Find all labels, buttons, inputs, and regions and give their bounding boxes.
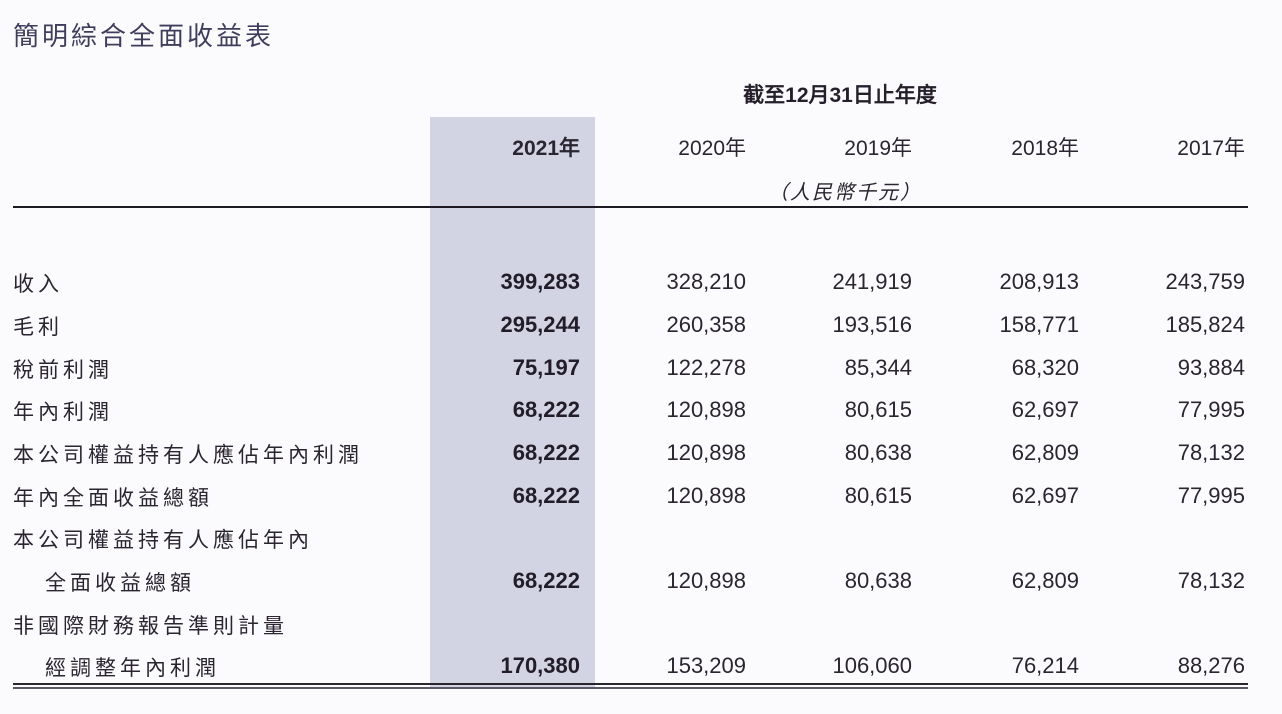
cell-2019: 193,516 <box>832 312 912 337</box>
cell-2020: 260,358 <box>666 312 746 337</box>
cell-2021: 68,222 <box>512 483 580 508</box>
year-header-2018: 2018年 <box>1011 137 1079 160</box>
row-label: 年內利潤 <box>13 400 113 424</box>
cell-2020: 120,898 <box>666 483 746 508</box>
cell-2018: 76,214 <box>1011 653 1079 678</box>
cell-2021: 399,283 <box>500 269 580 294</box>
cell-2017: 77,995 <box>1177 397 1245 422</box>
cell-2018: 62,697 <box>1011 483 1079 508</box>
row-label-continued: 經調整年內利潤 <box>45 656 220 680</box>
cell-2020: 328,210 <box>666 269 746 294</box>
year-header-2019: 2019年 <box>844 137 912 160</box>
cell-2017: 77,995 <box>1177 483 1245 508</box>
header-rule <box>13 206 1248 208</box>
cell-2019: 80,638 <box>844 568 912 593</box>
cell-2017: 93,884 <box>1177 355 1245 380</box>
footer-double-rule <box>13 683 1248 689</box>
page-title: 簡明綜合全面收益表 <box>13 22 275 52</box>
cell-2018: 208,913 <box>999 269 1079 294</box>
cell-2019: 241,919 <box>832 269 912 294</box>
row-label: 本公司權益持有人應佔年內 <box>13 528 313 552</box>
cell-2018: 68,320 <box>1011 355 1079 380</box>
cell-2020: 122,278 <box>666 355 746 380</box>
row-label-continued: 全面收益總額 <box>45 571 195 595</box>
row-label: 毛利 <box>13 315 63 339</box>
cell-2020: 153,209 <box>666 653 746 678</box>
cell-2018: 62,809 <box>1011 440 1079 465</box>
cell-2021: 68,222 <box>512 568 580 593</box>
cell-2019: 85,344 <box>844 355 912 380</box>
year-header-2017: 2017年 <box>1177 137 1245 160</box>
cell-2019: 80,615 <box>844 483 912 508</box>
cell-2019: 80,615 <box>844 397 912 422</box>
row-label: 本公司權益持有人應佔年內利潤 <box>13 443 363 467</box>
highlight-column-2021 <box>430 117 595 687</box>
cell-2017: 78,132 <box>1177 568 1245 593</box>
year-header-2020: 2020年 <box>678 137 746 160</box>
row-label: 稅前利潤 <box>13 358 113 382</box>
cell-2019: 80,638 <box>844 440 912 465</box>
cell-2020: 120,898 <box>666 568 746 593</box>
cell-2021: 295,244 <box>500 312 580 337</box>
cell-2021: 75,197 <box>512 355 580 380</box>
cell-2021: 68,222 <box>512 397 580 422</box>
cell-2018: 62,697 <box>1011 397 1079 422</box>
cell-2019: 106,060 <box>832 653 912 678</box>
cell-2017: 78,132 <box>1177 440 1245 465</box>
period-header: 截至12月31日止年度 <box>743 84 937 107</box>
cell-2021: 68,222 <box>512 440 580 465</box>
unit-label: （人民幣千元） <box>768 180 922 204</box>
cell-2020: 120,898 <box>666 397 746 422</box>
row-label: 非國際財務報告準則計量 <box>13 614 288 638</box>
cell-2020: 120,898 <box>666 440 746 465</box>
cell-2017: 243,759 <box>1165 269 1245 294</box>
year-header-2021: 2021年 <box>512 137 580 160</box>
cell-2018: 62,809 <box>1011 568 1079 593</box>
row-label: 年內全面收益總額 <box>13 486 213 510</box>
cell-2017: 185,824 <box>1165 312 1245 337</box>
cell-2018: 158,771 <box>999 312 1079 337</box>
cell-2017: 88,276 <box>1177 653 1245 678</box>
cell-2021: 170,380 <box>500 653 580 678</box>
row-label: 收入 <box>13 272 63 296</box>
